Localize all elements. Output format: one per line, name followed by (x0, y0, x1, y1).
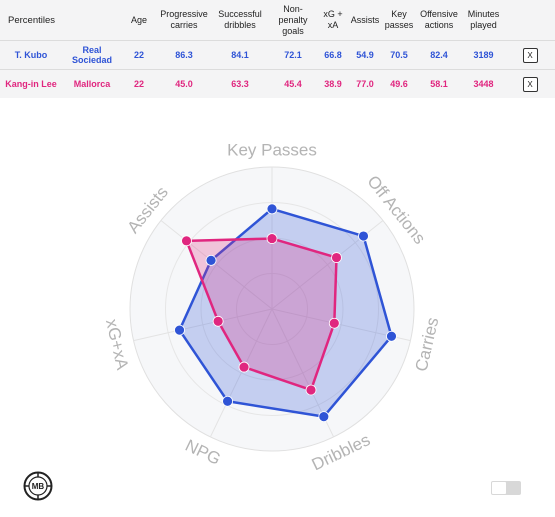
data-point (358, 230, 369, 242)
comparison-table: Percentiles Age Progressive carries Succ… (0, 0, 555, 98)
cell-minutes-played: 3189 (462, 40, 505, 70)
data-point (305, 384, 317, 396)
toggle-knob[interactable] (492, 482, 506, 494)
view-toggle[interactable] (491, 481, 521, 495)
cell-non-penalty-goals: 45.4 (268, 69, 318, 98)
header-assists: Assists (350, 14, 380, 25)
data-point (205, 254, 217, 266)
remove-cell: X (505, 40, 555, 70)
data-point (222, 395, 233, 407)
header-non-penalty-goals: Non-penalty goals (278, 3, 308, 36)
cell-assists: 54.9 (348, 40, 382, 70)
cell-non-penalty-goals: 72.1 (268, 40, 318, 70)
cell-offensive-actions: 58.1 (416, 69, 462, 98)
cell-progressive-carries: 86.3 (156, 40, 212, 70)
remove-player-button[interactable]: X (522, 76, 538, 92)
comparison-table-panel: Percentiles Age Progressive carries Succ… (0, 0, 555, 98)
data-point (212, 315, 224, 327)
radar-spoke (209, 308, 273, 438)
axis-label: Key Passes (227, 141, 317, 160)
logo-text: MB (32, 482, 45, 491)
cell-assists: 77.0 (348, 69, 382, 98)
table-row: Kang-in Lee Mallorca 22 45.0 63.3 45.4 3… (0, 69, 555, 98)
radar-spoke (160, 220, 273, 310)
table-header-row: Percentiles Age Progressive carries Succ… (0, 0, 555, 41)
data-point (266, 233, 278, 244)
axis-label: Carries (412, 316, 443, 374)
cell-successful-dribbles: 63.3 (212, 69, 268, 98)
series-area (185, 237, 338, 392)
data-point (238, 361, 250, 373)
cell-xg-xa: 38.9 (318, 69, 348, 98)
data-point (181, 235, 192, 247)
header-key-passes: Key passes (384, 9, 414, 30)
cell-age: 22 (122, 40, 156, 70)
data-point (174, 324, 185, 336)
remove-cell: X (505, 69, 555, 98)
player-team[interactable]: Mallorca (62, 69, 122, 98)
header-offensive-actions: Offensive actions (420, 9, 458, 30)
player-team[interactable]: Real Sociedad (62, 40, 122, 70)
header-xg-xa: xG + xA (323, 9, 343, 30)
player-name[interactable]: T. Kubo (0, 40, 62, 70)
cell-offensive-actions: 82.4 (416, 40, 462, 70)
header-successful-dribbles: Successful dribbles (218, 9, 262, 30)
header-percentiles: Percentiles (8, 14, 55, 26)
remove-player-button[interactable]: X (522, 47, 538, 63)
cell-minutes-played: 3448 (462, 69, 505, 98)
cell-progressive-carries: 45.0 (156, 69, 212, 98)
cell-age: 22 (122, 69, 156, 98)
data-point (331, 252, 342, 263)
table-row: T. Kubo Real Sociedad 22 86.3 84.1 72.1 … (0, 40, 555, 70)
cell-key-passes: 70.5 (382, 40, 416, 70)
header-progressive-carries: Progressive carries (160, 9, 208, 30)
data-point (318, 411, 330, 422)
data-point (328, 317, 340, 329)
player-name[interactable]: Kang-in Lee (0, 69, 62, 98)
header-age: Age (130, 14, 147, 25)
cell-key-passes: 49.6 (382, 69, 416, 98)
axis-label: xG+xA (102, 317, 132, 372)
header-minutes-played: Minutes played (467, 9, 500, 30)
header-remove (505, 0, 555, 41)
cell-successful-dribbles: 84.1 (212, 40, 268, 70)
cell-xg-xa: 66.8 (318, 40, 348, 70)
radar-spoke (133, 308, 273, 342)
data-point (386, 330, 397, 342)
mb-logo-icon: MB (23, 471, 53, 501)
data-point (266, 203, 278, 215)
